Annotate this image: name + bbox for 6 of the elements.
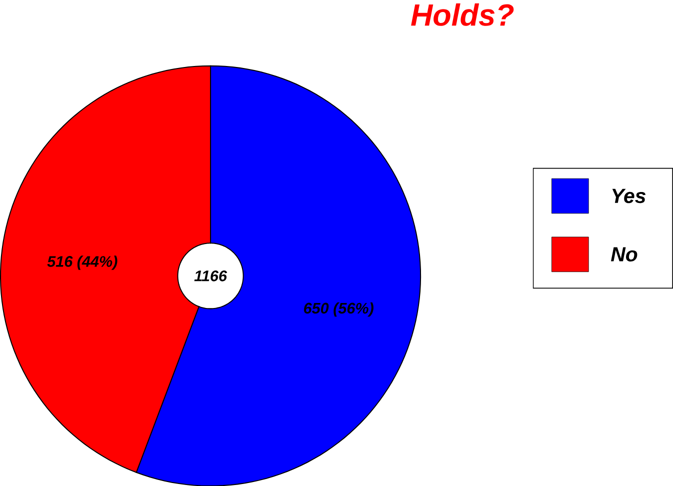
data-label: 650 (56%) [304, 302, 374, 316]
data-label: 516 (44%) [47, 255, 118, 270]
legend-label: Yes [612, 188, 646, 203]
legend-label: No [610, 247, 638, 262]
text: 1166 [194, 270, 228, 282]
chart-title: Holds? [411, 3, 514, 26]
